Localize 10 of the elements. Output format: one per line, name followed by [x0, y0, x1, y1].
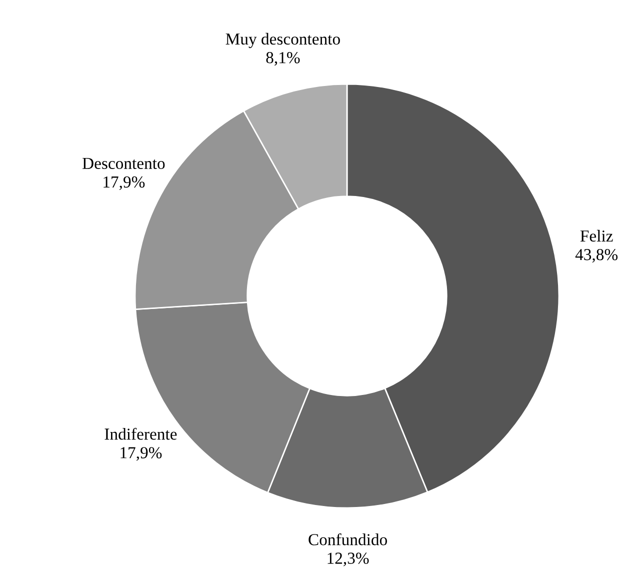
slice-label: Descontento: [82, 158, 165, 170]
slice-label: Indiferente: [104, 428, 177, 440]
data-label: 17,9%: [120, 447, 162, 461]
slice-label: Muy descontento: [226, 32, 340, 48]
data-label: 8,1%: [266, 52, 300, 66]
data-label: 17,9%: [104, 176, 145, 190]
slice-label: Feliz: [580, 230, 613, 242]
data-label: 12,3%: [328, 552, 369, 566]
data-label: 43,8%: [575, 248, 618, 263]
slice-label: Confundido: [308, 533, 387, 546]
